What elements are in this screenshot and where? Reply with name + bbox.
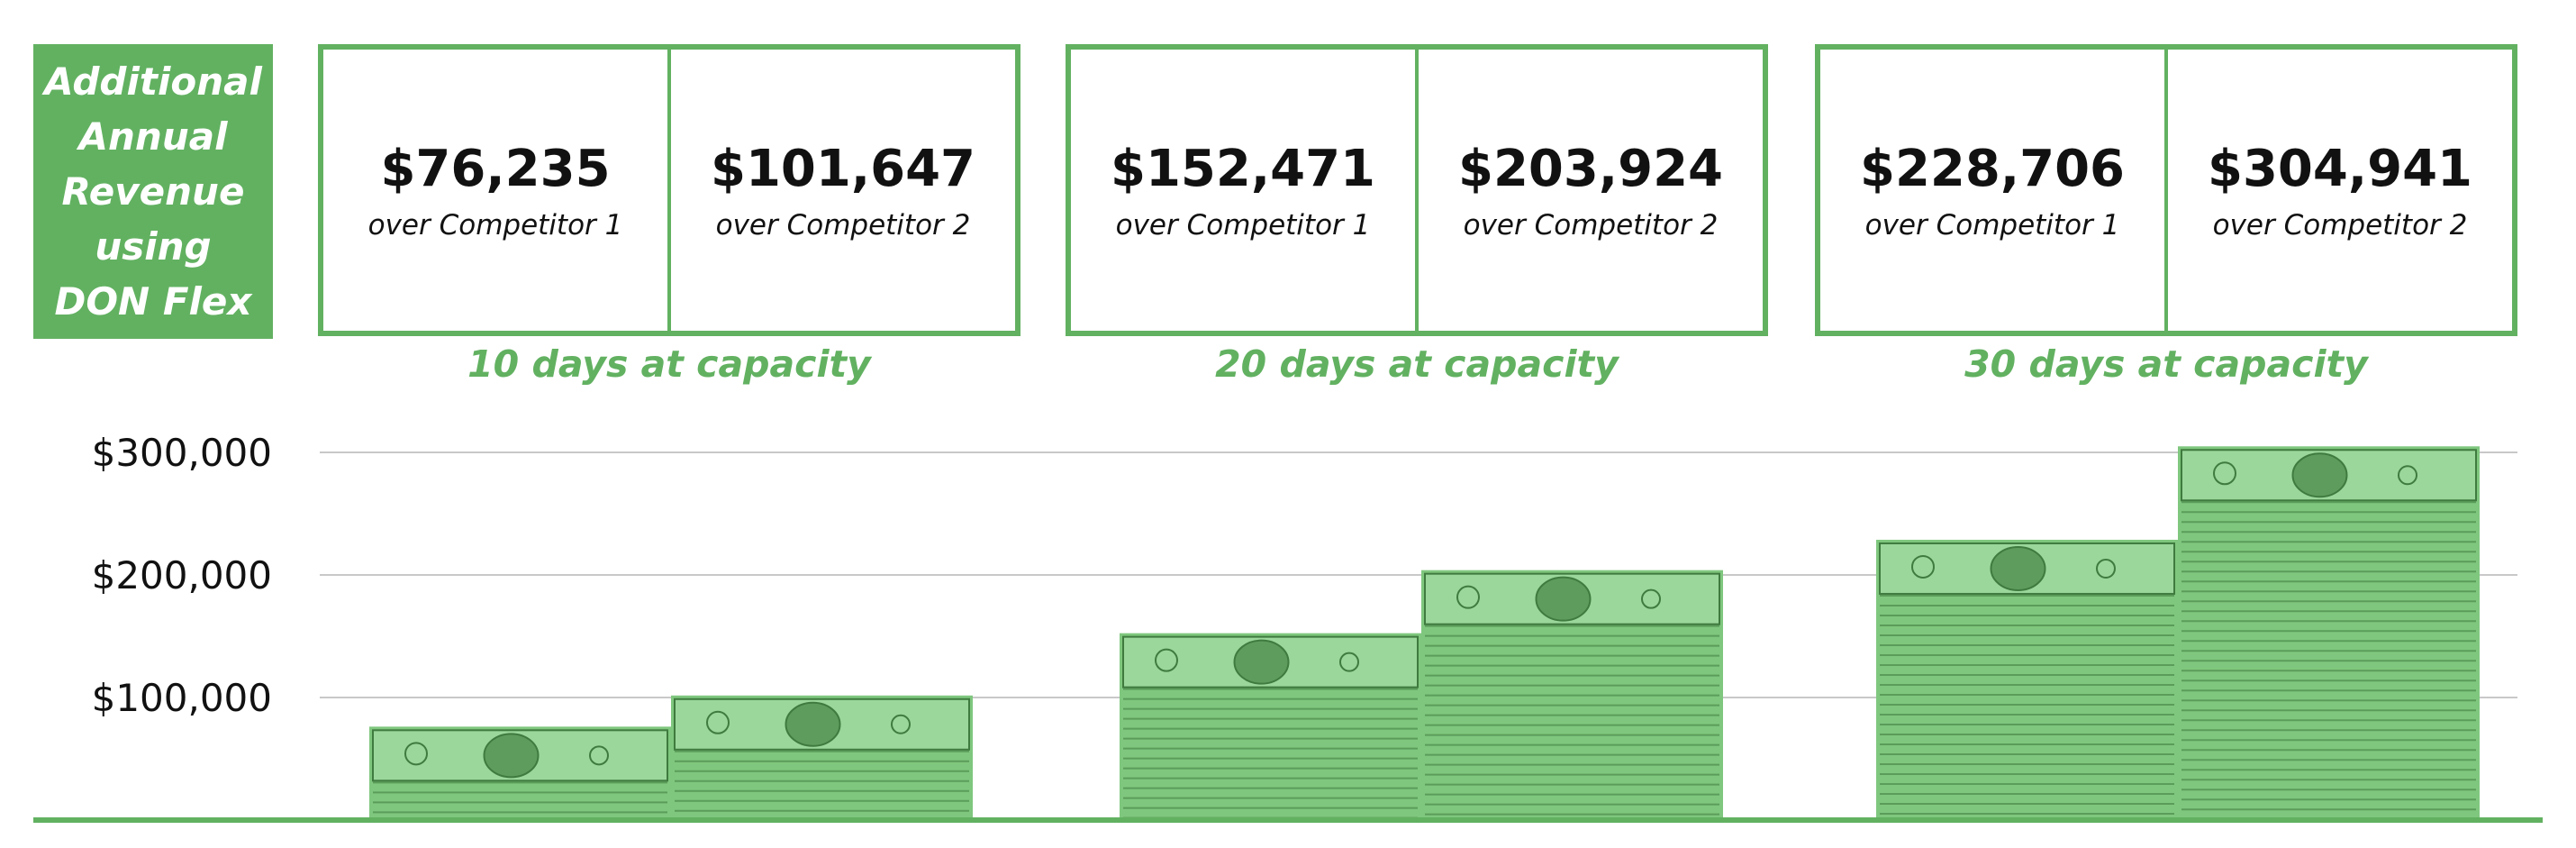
bill-portrait-icon (1233, 639, 1290, 685)
panel-30-days: $228,706 over Competitor 1 $304,941 over… (1815, 44, 2517, 336)
panel-cell: $152,471 over Competitor 1 (1071, 50, 1415, 331)
bill-seal-icon (1641, 588, 1661, 609)
bill-seal-icon (1155, 648, 1178, 672)
bill-seal-icon (1339, 652, 1359, 672)
panel-caption: 20 days at capacity (1215, 342, 1619, 386)
bar-stack (1421, 570, 1723, 820)
competitor-label: over Competitor 1 (1115, 208, 1371, 242)
bar (2178, 446, 2480, 820)
y-tick-label: $300,000 (92, 431, 272, 475)
panel-cell: $228,706 over Competitor 1 (1820, 50, 2164, 331)
revenue-amount: $304,941 (2207, 139, 2473, 198)
bar-stack (671, 695, 973, 820)
panel-20-days: $152,471 over Competitor 1 $203,924 over… (1066, 44, 1768, 336)
bill-portrait-icon (483, 733, 540, 779)
bar-stack (1120, 633, 1421, 820)
bill-portrait-icon (2291, 452, 2348, 498)
competitor-label: over Competitor 2 (2212, 208, 2468, 242)
bill-seal-icon (891, 714, 911, 734)
competitor-label: over Competitor 1 (1864, 208, 2120, 242)
title-badge-text: Additional Annual Revenue using DON Flex (44, 59, 262, 324)
bar-stack (369, 726, 671, 820)
competitor-label: over Competitor 2 (1463, 208, 1719, 242)
bill-seal-icon (404, 742, 428, 766)
bill-seal-icon (589, 745, 609, 766)
revenue-amount: $76,235 (380, 139, 611, 198)
panel-10-days: $76,235 over Competitor 1 $101,647 over … (318, 44, 1020, 336)
revenue-amount: $203,924 (1457, 139, 1724, 198)
bill-portrait-icon (1990, 545, 2046, 591)
bill-seal-icon (2213, 461, 2236, 486)
bill-seal-icon (2398, 465, 2417, 486)
panel-caption: 10 days at capacity (467, 342, 871, 386)
bill-portrait-icon (785, 701, 841, 747)
y-tick-label: $200,000 (92, 553, 272, 597)
competitor-label: over Competitor 2 (715, 208, 971, 242)
bar-stack (2178, 446, 2480, 821)
panel-cell: $304,941 over Competitor 2 (2164, 50, 2512, 331)
panel-cell: $203,924 over Competitor 2 (1415, 50, 1763, 331)
panel-caption: 30 days at capacity (1964, 342, 2368, 386)
panel-cell: $76,235 over Competitor 1 (323, 50, 667, 331)
revenue-amount: $101,647 (710, 139, 976, 198)
revenue-amount: $228,706 (1859, 139, 2126, 198)
revenue-amount: $152,471 (1110, 139, 1376, 198)
panel-cell: $101,647 over Competitor 2 (667, 50, 1015, 331)
bill-seal-icon (706, 710, 730, 734)
competitor-label: over Competitor 1 (367, 208, 623, 242)
bill-portrait-icon (1535, 576, 1592, 622)
bill-seal-icon (1456, 585, 1480, 609)
bill-seal-icon (1911, 554, 1935, 579)
bar-stack (1876, 539, 2178, 820)
title-badge: Additional Annual Revenue using DON Flex (33, 44, 273, 339)
y-tick-label: $100,000 (92, 676, 272, 720)
bill-seal-icon (2096, 558, 2116, 579)
